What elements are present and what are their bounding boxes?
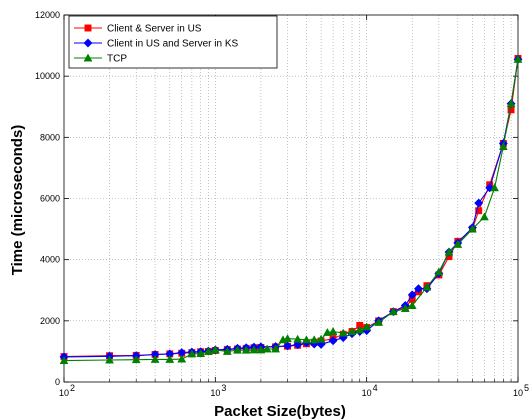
y-tick-label: 2000 (40, 316, 60, 326)
legend-label: TCP (107, 54, 127, 65)
legend-swatch-marker (83, 38, 93, 48)
data-point (474, 198, 484, 208)
data-point (453, 239, 463, 248)
data-point (196, 349, 206, 358)
data-point (400, 304, 410, 313)
data-point (256, 345, 266, 354)
grid (64, 15, 518, 382)
data-point (388, 307, 398, 316)
y-tick-label: 10000 (35, 71, 60, 81)
data-point (203, 346, 213, 355)
data-point (241, 345, 251, 354)
data-point (282, 341, 293, 351)
y-tick-label: 4000 (40, 255, 60, 265)
data-point (498, 141, 508, 150)
x-tick-label: 10 4 (362, 383, 378, 398)
data-point (150, 354, 160, 363)
x-tick-label: 10 2 (59, 383, 75, 398)
data-point (513, 54, 523, 63)
x-tick-exponent: 5 (524, 383, 529, 393)
data-point (347, 327, 357, 335)
series-3 (59, 54, 523, 365)
data-point (249, 345, 259, 354)
data-point (506, 99, 516, 108)
data-point (316, 334, 326, 343)
data-point (338, 328, 348, 337)
data-point (105, 355, 114, 364)
y-axis-title: Time (microseconds) (9, 125, 26, 276)
x-tick-label: 10 3 (210, 383, 226, 398)
legend-box (68, 15, 278, 69)
data-point (468, 224, 477, 233)
x-tick-base: 10 (59, 388, 69, 398)
data-point (233, 345, 242, 354)
data-point (434, 267, 444, 276)
data-point (362, 322, 372, 331)
x-tick-base: 10 (513, 388, 523, 398)
x-tick-exponent: 4 (373, 383, 378, 393)
data-point (271, 344, 280, 353)
data-point (177, 354, 187, 363)
data-point (328, 336, 338, 346)
x-axis-title: Packet Size(bytes) (214, 403, 346, 420)
x-tick-exponent: 3 (221, 383, 226, 393)
data-point (328, 327, 338, 335)
data-point (283, 334, 292, 343)
legend-item-1: Client & Server in US (74, 24, 202, 35)
data-point (413, 284, 424, 294)
data-point (444, 247, 454, 256)
x-tick-label: 10 5 (513, 383, 529, 398)
y-tick-label: 6000 (40, 194, 60, 204)
y-tick-label: 0 (55, 377, 60, 387)
x-tick-base: 10 (210, 388, 220, 398)
data-point (293, 334, 303, 343)
data-point (131, 355, 141, 364)
y-tick-label: 8000 (40, 132, 60, 142)
data-point (262, 344, 272, 353)
data-point (374, 317, 384, 326)
y-tick-label: 12000 (35, 10, 60, 20)
x-tick-base: 10 (362, 388, 372, 398)
legend-swatch-marker (84, 24, 92, 32)
data-point (187, 349, 197, 358)
data-point (210, 345, 220, 354)
series-layer (59, 54, 523, 365)
legend: Client & Server in US Client in US and Se… (68, 15, 278, 69)
data-point (355, 325, 365, 334)
data-point (59, 356, 69, 365)
data-point (222, 346, 232, 355)
legend-item-3: TCP (74, 53, 127, 65)
legend-label: Client & Server in US (107, 24, 202, 35)
legend-label: Client in US and Server in KS (107, 39, 239, 50)
data-point (407, 301, 417, 309)
legend-item-2: Client in US and Server in KS (74, 38, 239, 50)
data-point (407, 290, 417, 300)
data-point (490, 183, 499, 192)
data-point (165, 354, 175, 363)
data-point (480, 212, 489, 221)
data-point (309, 335, 319, 344)
x-tick-exponent: 2 (70, 383, 75, 393)
data-point (422, 282, 432, 291)
legend-swatch-marker (83, 53, 93, 62)
data-point (302, 335, 311, 344)
